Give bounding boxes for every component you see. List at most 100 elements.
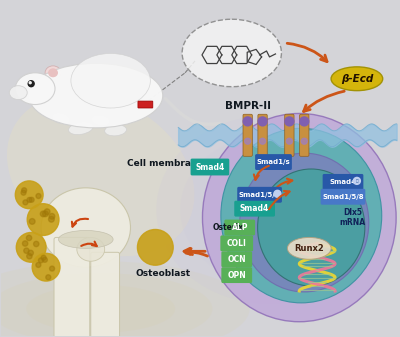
FancyBboxPatch shape [138,101,153,108]
Ellipse shape [26,285,175,333]
Circle shape [32,253,60,281]
FancyBboxPatch shape [243,114,252,156]
FancyBboxPatch shape [321,189,365,205]
Ellipse shape [68,122,93,134]
Text: Osteoblast: Osteoblast [136,269,191,278]
Circle shape [25,189,30,193]
FancyBboxPatch shape [285,114,294,156]
Circle shape [39,271,44,276]
Text: Cell membrane: Cell membrane [127,158,204,167]
FancyBboxPatch shape [300,114,309,156]
Circle shape [34,213,39,218]
Text: Osterix: Osterix [213,223,244,232]
FancyBboxPatch shape [221,267,252,283]
Text: Smad1/s: Smad1/s [257,159,290,165]
Circle shape [36,223,42,229]
Circle shape [21,249,26,254]
Text: Smad4: Smad4 [330,179,356,185]
Ellipse shape [45,66,61,80]
Text: Ⓓ: Ⓓ [356,179,358,183]
FancyBboxPatch shape [91,252,120,337]
Text: Runx2: Runx2 [294,244,324,253]
Ellipse shape [202,114,396,322]
FancyBboxPatch shape [255,154,292,170]
Ellipse shape [182,19,282,87]
Ellipse shape [29,63,163,128]
Ellipse shape [221,128,382,303]
FancyBboxPatch shape [234,201,275,217]
Text: β-Ecd: β-Ecd [341,74,373,84]
Ellipse shape [58,231,113,248]
Circle shape [285,117,294,126]
Circle shape [30,236,35,241]
Circle shape [15,181,43,209]
Text: Smad4: Smad4 [240,204,269,213]
Circle shape [29,82,31,84]
Circle shape [24,241,29,246]
Circle shape [40,258,44,263]
Circle shape [31,212,37,217]
Ellipse shape [7,94,194,256]
Text: Smad4: Smad4 [195,162,224,172]
FancyBboxPatch shape [323,174,363,190]
Ellipse shape [9,86,27,99]
Circle shape [24,186,29,191]
FancyBboxPatch shape [221,251,252,267]
Circle shape [54,265,59,270]
FancyBboxPatch shape [224,220,255,236]
Ellipse shape [71,54,150,108]
FancyBboxPatch shape [190,159,229,176]
Text: ALP: ALP [232,223,248,232]
Circle shape [25,187,30,192]
FancyBboxPatch shape [54,238,90,337]
Circle shape [28,81,34,87]
Circle shape [300,117,309,126]
Ellipse shape [180,135,359,284]
Circle shape [138,229,173,265]
Circle shape [258,117,267,126]
Circle shape [33,248,39,253]
Ellipse shape [287,238,331,259]
Text: Dlx5
mRNA: Dlx5 mRNA [340,208,366,227]
Circle shape [38,259,42,265]
Ellipse shape [156,116,383,304]
Ellipse shape [240,153,369,292]
Circle shape [24,197,29,203]
Text: COLI: COLI [227,239,247,248]
Circle shape [286,138,292,144]
Circle shape [27,204,59,236]
FancyBboxPatch shape [237,187,282,203]
Circle shape [260,138,266,144]
FancyBboxPatch shape [220,236,253,251]
Ellipse shape [105,125,126,136]
Circle shape [40,227,45,233]
Circle shape [33,251,38,256]
Text: Smad1/5/8: Smad1/5/8 [239,192,280,198]
Ellipse shape [92,115,110,125]
Circle shape [243,117,252,126]
Circle shape [30,189,35,193]
Circle shape [354,177,360,184]
FancyBboxPatch shape [258,114,267,156]
Ellipse shape [15,73,55,104]
Text: OCN: OCN [228,255,246,264]
Ellipse shape [41,188,130,267]
Ellipse shape [258,169,365,286]
Ellipse shape [0,273,212,337]
Circle shape [42,225,48,231]
Text: OPN: OPN [227,271,246,280]
Circle shape [274,190,281,197]
Circle shape [301,138,307,144]
Ellipse shape [48,68,58,77]
Ellipse shape [0,261,250,337]
Ellipse shape [52,113,70,124]
Ellipse shape [77,238,105,261]
Text: Smad1/5/8: Smad1/5/8 [322,194,364,200]
Text: BMPR-II: BMPR-II [225,100,271,111]
Ellipse shape [331,67,383,91]
Circle shape [35,262,40,267]
Circle shape [36,214,41,220]
Circle shape [245,138,251,144]
Circle shape [23,198,28,204]
Circle shape [23,243,28,249]
